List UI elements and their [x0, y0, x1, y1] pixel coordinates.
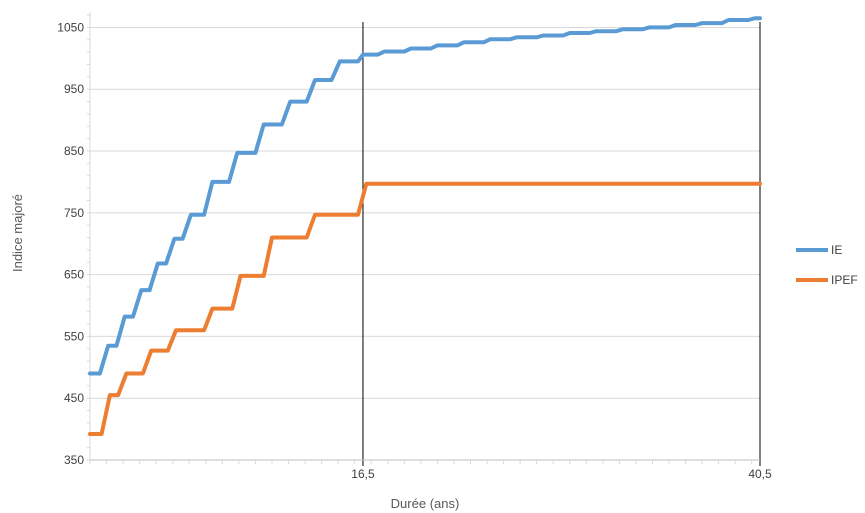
x-tick-label-16-5: 16,5: [351, 467, 375, 481]
y-axis-title: Indice majoré: [10, 194, 25, 272]
x-tick-labels: 16,5 40,5: [351, 467, 772, 481]
y-tick-label-350: 350: [64, 453, 84, 467]
y-tick-label-850: 850: [64, 144, 84, 158]
series-line-ipef: [88, 181, 762, 436]
series-line-ie: [88, 16, 762, 376]
y-tick-labels: 350 450 550 650 750 850 950 1050: [57, 20, 84, 467]
y-tick-label-450: 450: [64, 391, 84, 405]
legend: IE IPEF: [796, 243, 858, 287]
y-tick-label-950: 950: [64, 82, 84, 96]
y-tick-label-550: 550: [64, 329, 84, 343]
series-lines: [88, 16, 762, 436]
x-tick-label-40-5: 40,5: [748, 467, 772, 481]
x-axis: [89, 459, 760, 464]
legend-label-ipef: IPEF: [831, 273, 858, 287]
x-axis-title: Durée (ans): [391, 496, 460, 511]
y-tick-label-1050: 1050: [57, 20, 84, 34]
legend-label-ie: IE: [831, 243, 842, 257]
y-axis: [87, 12, 91, 461]
y-tick-label-650: 650: [64, 268, 84, 282]
y-tick-label-750: 750: [64, 206, 84, 220]
vertical-reference-lines: [362, 22, 761, 466]
